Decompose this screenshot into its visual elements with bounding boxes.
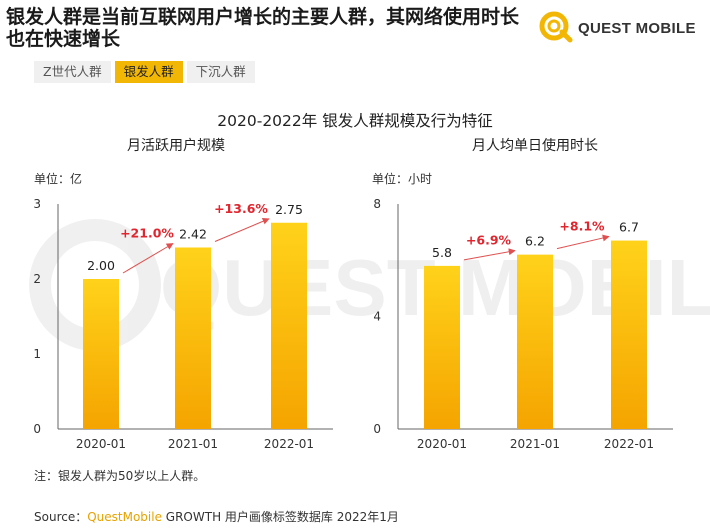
chart-title: 月人均单日使用时长 <box>472 137 598 154</box>
growth-arrow <box>463 248 516 261</box>
tab-lower-tier[interactable]: 下沉人群 <box>186 61 255 83</box>
x-tick-label: 2020-01 <box>76 437 126 451</box>
growth-arrow <box>122 243 174 274</box>
growth-label: +13.6% <box>214 201 268 216</box>
x-tick-label: 2022-01 <box>604 437 654 451</box>
unit-label: 单位：小时 <box>372 171 432 186</box>
source-line: Source：QuestMobile GROWTH 用户画像标签数据库 2022… <box>34 508 399 525</box>
bar-2021-01 <box>175 247 211 429</box>
y-tick-label: 2 <box>33 272 41 286</box>
value-label: 2.42 <box>179 227 207 242</box>
tab-gen-z[interactable]: Z世代人群 <box>34 61 111 83</box>
footnote: 注：银发人群为50岁以上人群。 <box>34 469 206 483</box>
growth-label: +21.0% <box>120 226 174 241</box>
tab-silver[interactable]: 银发人群 <box>114 61 183 83</box>
bar-2020-01 <box>83 279 119 429</box>
bar-2020-01 <box>424 265 460 429</box>
questmobile-logo: QUEST MOBILE <box>538 8 708 48</box>
value-label: 6.2 <box>525 234 545 249</box>
growth-arrow <box>556 234 610 250</box>
y-tick-label: 8 <box>373 197 381 211</box>
source-detail: GROWTH 用户画像标签数据库 2022年1月 <box>161 510 399 524</box>
x-tick-label: 2020-01 <box>417 437 467 451</box>
y-tick-label: 1 <box>33 347 41 361</box>
growth-label: +8.1% <box>559 219 605 234</box>
chart-title: 月活跃用户规模 <box>127 137 225 154</box>
x-tick-label: 2021-01 <box>510 437 560 451</box>
y-tick-label: 0 <box>373 422 381 436</box>
page-headline: 银发人群是当前互联网用户增长的主要人群，其网络使用时长也在快速增长 <box>6 6 520 50</box>
y-tick-label: 3 <box>33 197 41 211</box>
bar-2022-01 <box>611 240 647 429</box>
unit-label: 单位：亿 <box>34 171 82 186</box>
growth-label: +6.9% <box>466 233 512 248</box>
growth-arrow <box>214 217 270 242</box>
x-tick-label: 2021-01 <box>168 437 218 451</box>
questmobile-logo-icon <box>539 11 573 43</box>
chart-main-title: 2020-2022年 银发人群规模及行为特征 <box>217 112 493 130</box>
bar-2022-01 <box>271 222 307 429</box>
value-label: 5.8 <box>432 245 452 260</box>
logo-text: QUEST MOBILE <box>578 20 696 37</box>
y-tick-label: 0 <box>33 422 41 436</box>
x-tick-label: 2022-01 <box>264 437 314 451</box>
segment-tabs: Z世代人群 银发人群 下沉人群 <box>34 61 255 83</box>
bar-2021-01 <box>517 254 553 429</box>
y-tick-label: 4 <box>373 310 381 324</box>
source-brand: QuestMobile <box>87 510 162 524</box>
source-prefix: Source： <box>34 510 88 524</box>
watermark: QUEST MOBILE <box>29 219 710 351</box>
value-label: 6.7 <box>619 220 639 235</box>
value-label: 2.00 <box>87 258 115 273</box>
value-label: 2.75 <box>275 202 303 217</box>
